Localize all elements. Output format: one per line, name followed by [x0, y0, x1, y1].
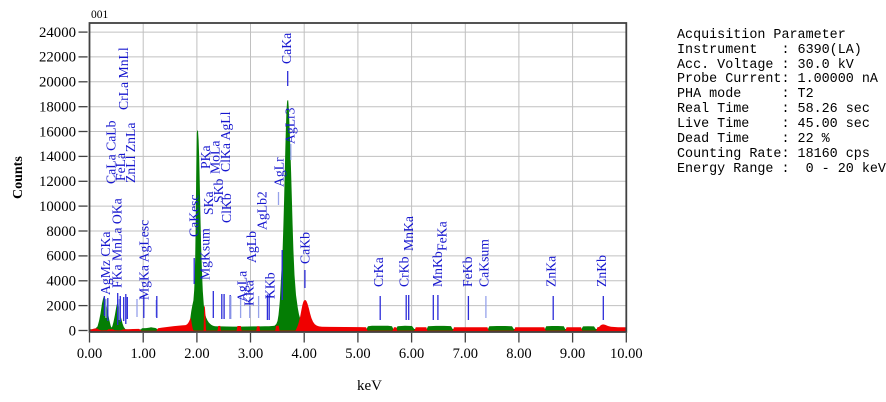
svg-text:2.00: 2.00: [184, 346, 209, 362]
svg-text:CrKb: CrKb: [396, 256, 411, 287]
svg-text:AgLb: AgLb: [244, 231, 259, 263]
svg-text:Counts: Counts: [11, 156, 26, 199]
svg-text:ZnLl ZnLa: ZnLl ZnLa: [123, 123, 138, 183]
svg-text:MgKsum: MgKsum: [198, 228, 213, 280]
svg-text:3.00: 3.00: [238, 346, 263, 362]
svg-text:9.00: 9.00: [560, 346, 585, 362]
svg-text:CrKa: CrKa: [371, 257, 386, 287]
svg-text:MoLa: MoLa: [208, 141, 223, 174]
svg-text:AgLa: AgLa: [235, 271, 250, 302]
svg-text:18000: 18000: [39, 100, 76, 116]
svg-text:AgMz CKa: AgMz CKa: [98, 232, 113, 296]
svg-text:12000: 12000: [39, 174, 76, 190]
svg-text:ZnKb: ZnKb: [594, 255, 609, 287]
svg-text:CaKsum: CaKsum: [476, 239, 491, 287]
svg-text:0.00: 0.00: [77, 346, 102, 362]
svg-text:8.00: 8.00: [506, 346, 531, 362]
svg-text:7.00: 7.00: [453, 346, 478, 362]
svg-text:14000: 14000: [39, 149, 76, 165]
svg-text:MnKa: MnKa: [401, 216, 416, 251]
svg-text:FeKa: FeKa: [435, 221, 450, 251]
svg-text:20000: 20000: [39, 75, 76, 91]
svg-text:5.00: 5.00: [345, 346, 370, 362]
svg-text:CaKa: CaKa: [279, 33, 294, 64]
svg-text:FeKb: FeKb: [460, 256, 475, 287]
svg-text:16000: 16000: [39, 124, 76, 140]
svg-text:SKb: SKb: [211, 179, 226, 203]
svg-text:CaKesc: CaKesc: [187, 194, 202, 237]
svg-text:4.00: 4.00: [292, 346, 317, 362]
svg-text:PKa: PKa: [198, 145, 213, 169]
svg-text:keV: keV: [357, 378, 382, 394]
svg-text:6.00: 6.00: [399, 346, 424, 362]
svg-text:4000: 4000: [46, 274, 76, 290]
svg-text:10.00: 10.00: [610, 346, 643, 362]
svg-text:MgKa AgLesc: MgKa AgLesc: [137, 220, 152, 300]
svg-text:8000: 8000: [46, 224, 76, 240]
svg-text:CaKb: CaKb: [298, 232, 313, 264]
svg-text:FKa MnLa OKa: FKa MnLa OKa: [110, 198, 125, 288]
svg-text:ZnKa: ZnKa: [544, 256, 559, 287]
svg-text:FeLa: FeLa: [113, 153, 128, 181]
svg-text:1.00: 1.00: [131, 346, 156, 362]
svg-text:KKb: KKb: [263, 272, 278, 299]
svg-text:001: 001: [91, 9, 109, 21]
svg-text:ClKa AgLl: ClKa AgLl: [218, 111, 233, 172]
svg-text:2000: 2000: [46, 298, 76, 314]
svg-text:ClKb: ClKb: [219, 193, 234, 223]
svg-text:KKa: KKa: [242, 280, 257, 306]
svg-text:10000: 10000: [39, 199, 76, 215]
svg-text:24000: 24000: [39, 25, 76, 41]
svg-text:AgLr: AgLr: [272, 157, 287, 187]
svg-text:CaLa CaLb: CaLa CaLb: [104, 120, 119, 184]
svg-text:AgLb2: AgLb2: [255, 191, 270, 230]
svg-text:CrLa MnLl: CrLa MnLl: [116, 47, 131, 110]
svg-text:SKa: SKa: [201, 191, 216, 215]
svg-text:0: 0: [69, 323, 76, 339]
svg-text:AgLr3: AgLr3: [283, 107, 298, 144]
svg-text:MnKb: MnKb: [430, 251, 445, 287]
svg-text:22000: 22000: [39, 50, 76, 66]
svg-text:6000: 6000: [46, 249, 76, 265]
